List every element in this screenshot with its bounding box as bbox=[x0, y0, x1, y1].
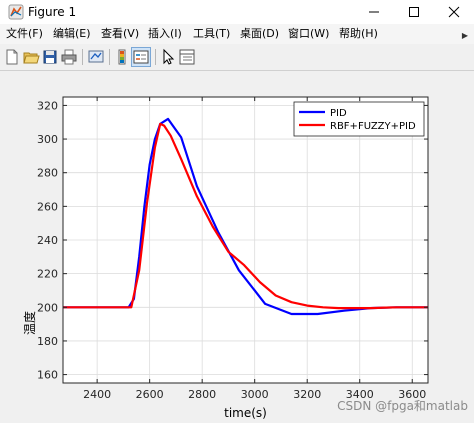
save-icon bbox=[43, 50, 57, 64]
new-figure-icon bbox=[6, 49, 18, 65]
insert-colorbar-icon bbox=[118, 49, 126, 65]
link-plot-icon bbox=[88, 50, 104, 63]
x-tick-label: 3000 bbox=[241, 388, 269, 401]
menu-desktop[interactable]: 桌面(D) bbox=[240, 27, 280, 40]
menu-window[interactable]: 窗口(W) bbox=[288, 27, 330, 40]
edit-plot-button[interactable] bbox=[159, 48, 177, 66]
window-titlebar: Figure 1 bbox=[0, 0, 474, 24]
watermark: CSDN @fpga和matlab bbox=[337, 399, 468, 413]
series-line-pid bbox=[63, 117, 428, 316]
plot-lines bbox=[63, 117, 428, 316]
print-button[interactable] bbox=[60, 48, 78, 66]
x-tick-label: 3400 bbox=[346, 388, 374, 401]
save-button[interactable] bbox=[41, 48, 59, 66]
menu-tools[interactable]: 工具(T) bbox=[193, 27, 231, 40]
x-axis-label: time(s) bbox=[224, 406, 267, 420]
window-title: Figure 1 bbox=[28, 5, 77, 19]
figure-canvas: 2400 2600 2800 3000 3200 3400 3600 160 180 200 220… bbox=[0, 71, 474, 423]
menu-view[interactable]: 查看(V) bbox=[101, 27, 140, 40]
property-inspector-icon bbox=[179, 49, 195, 65]
maximize-button[interactable] bbox=[394, 0, 434, 24]
figure-toolbar bbox=[0, 44, 474, 71]
open-file-button[interactable] bbox=[22, 48, 40, 66]
y-tick-label: 260 bbox=[37, 200, 58, 213]
y-axis-label: 温度 bbox=[22, 311, 37, 335]
insert-colorbar-button[interactable] bbox=[113, 48, 131, 66]
legend: PID RBF+FUZZY+PID bbox=[293, 101, 425, 137]
axis-ticks: 2400 2600 2800 3000 3200 3400 3600 160 180 200 220… bbox=[37, 97, 428, 401]
y-tick-label: 320 bbox=[37, 99, 58, 112]
y-tick-label: 180 bbox=[37, 335, 58, 348]
new-figure-button[interactable] bbox=[3, 48, 21, 66]
y-tick-label: 200 bbox=[37, 301, 58, 314]
menu-edit[interactable]: 编辑(E) bbox=[53, 27, 91, 40]
toolbar-separator bbox=[155, 49, 156, 65]
minimize-icon bbox=[369, 11, 379, 13]
minimize-button[interactable] bbox=[354, 0, 394, 24]
series-line-rbf-fuzzy-pid bbox=[63, 122, 428, 310]
edit-plot-icon bbox=[163, 48, 175, 65]
menu-insert[interactable]: 插入(I) bbox=[148, 27, 182, 40]
legend-label: PID bbox=[330, 108, 347, 119]
menu-help[interactable]: 帮助(H) bbox=[339, 27, 378, 40]
close-icon bbox=[448, 6, 460, 18]
close-button[interactable] bbox=[434, 0, 474, 24]
matlab-figure-icon bbox=[8, 4, 24, 20]
toolbar-separator bbox=[82, 49, 83, 65]
line-chart: 2400 2600 2800 3000 3200 3400 3600 160 180 200 220… bbox=[22, 96, 468, 420]
x-tick-label: 2800 bbox=[188, 388, 216, 401]
y-tick-label: 280 bbox=[37, 167, 58, 180]
y-tick-label: 300 bbox=[37, 133, 58, 146]
x-tick-label: 3200 bbox=[293, 388, 321, 401]
legend-box bbox=[293, 101, 425, 137]
x-tick-label: 2600 bbox=[136, 388, 164, 401]
menu-bar: 文件(F) 编辑(E) 查看(V) 插入(I) 工具(T) 桌面(D) 窗口(W… bbox=[0, 24, 474, 44]
property-inspector-button[interactable] bbox=[178, 48, 196, 66]
y-tick-label: 160 bbox=[37, 369, 58, 382]
y-tick-label: 220 bbox=[37, 268, 58, 281]
menu-file[interactable]: 文件(F) bbox=[6, 27, 43, 40]
insert-legend-icon bbox=[133, 50, 149, 64]
print-icon bbox=[61, 49, 77, 65]
menu-overflow-arrow-icon[interactable]: ▶ bbox=[461, 31, 468, 40]
link-plot-button[interactable] bbox=[87, 48, 105, 66]
maximize-icon bbox=[409, 7, 419, 17]
legend-label: RBF+FUZZY+PID bbox=[330, 121, 416, 132]
x-tick-label: 3600 bbox=[398, 388, 426, 401]
grid bbox=[63, 97, 428, 383]
insert-legend-button[interactable] bbox=[131, 47, 151, 67]
open-file-icon bbox=[23, 52, 40, 64]
y-tick-label: 240 bbox=[37, 234, 58, 247]
toolbar-separator bbox=[109, 49, 110, 65]
x-tick-label: 2400 bbox=[83, 388, 111, 401]
